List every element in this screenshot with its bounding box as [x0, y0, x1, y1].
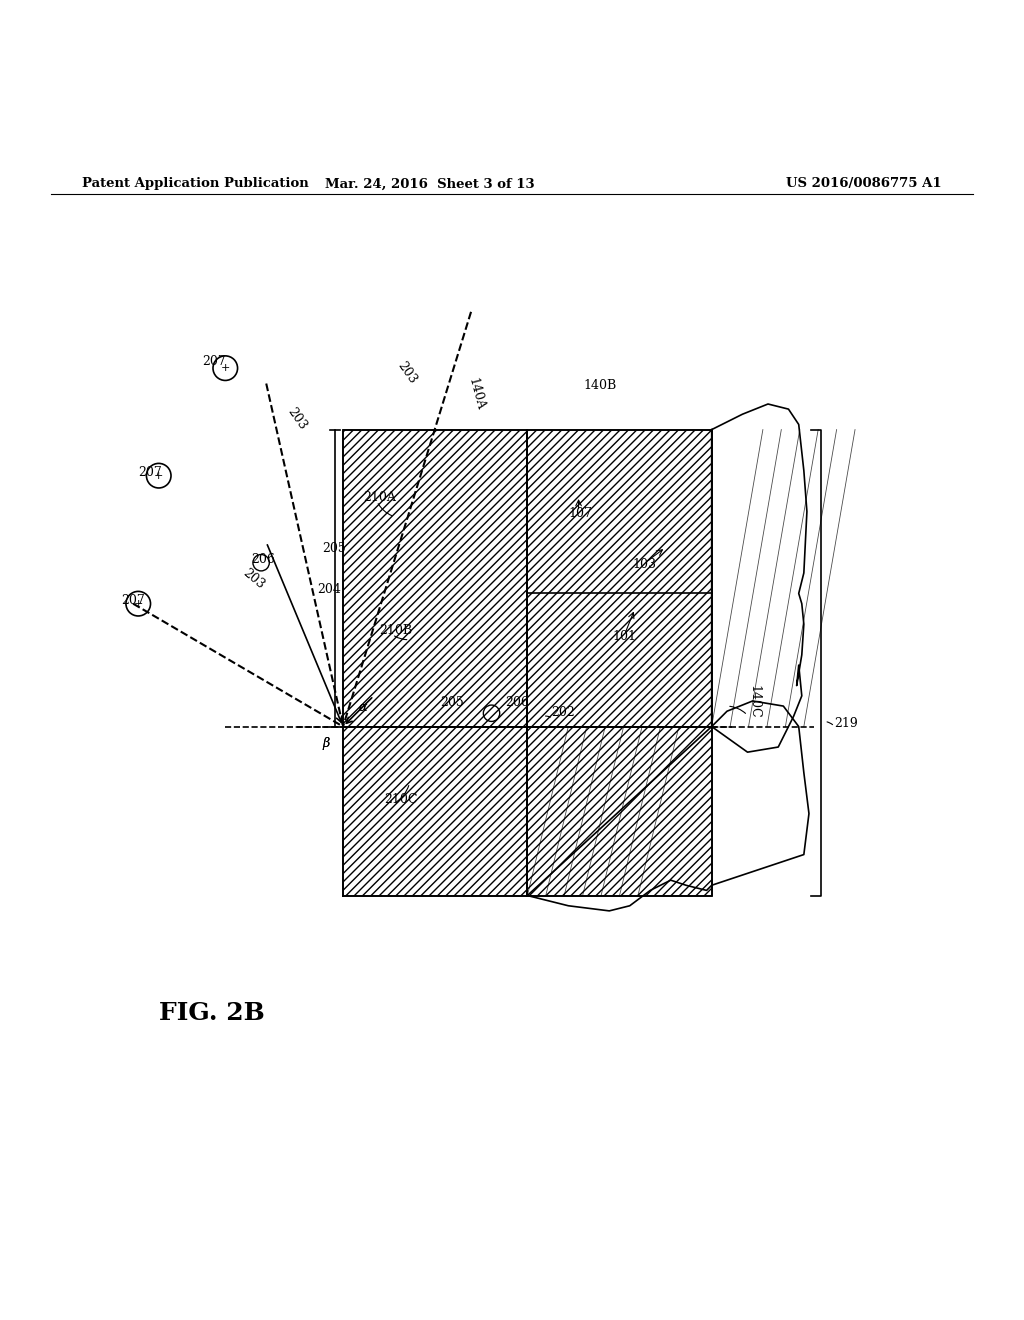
Text: +: +	[133, 599, 143, 609]
Text: +: +	[154, 471, 164, 480]
Text: 207: 207	[138, 466, 162, 479]
Text: 207: 207	[202, 355, 225, 368]
Text: 140B: 140B	[584, 379, 616, 392]
Text: 205: 205	[440, 696, 464, 709]
Text: 204: 204	[317, 583, 341, 597]
Text: 207: 207	[121, 594, 144, 607]
Text: Mar. 24, 2016  Sheet 3 of 13: Mar. 24, 2016 Sheet 3 of 13	[326, 177, 535, 190]
Text: 203: 203	[394, 359, 419, 387]
Text: +: +	[220, 363, 230, 374]
Text: α: α	[358, 701, 367, 714]
Text: 210C: 210C	[384, 793, 418, 807]
Text: 203: 203	[285, 405, 309, 433]
Text: 103: 103	[633, 558, 656, 570]
Text: FIG. 2B: FIG. 2B	[159, 1002, 264, 1026]
Text: Patent Application Publication: Patent Application Publication	[82, 177, 308, 190]
Text: β: β	[323, 737, 330, 750]
Text: 206: 206	[251, 553, 274, 566]
Text: 101: 101	[612, 630, 636, 643]
Text: 203: 203	[241, 566, 267, 591]
Text: β: β	[323, 737, 330, 750]
Text: 210B: 210B	[379, 624, 412, 638]
Text: 219: 219	[835, 717, 858, 730]
Text: 140A: 140A	[466, 378, 487, 412]
Text: 140C: 140C	[748, 685, 761, 718]
Text: US 2016/0086775 A1: US 2016/0086775 A1	[786, 177, 942, 190]
Text: 205: 205	[323, 543, 346, 556]
Text: 107: 107	[568, 507, 592, 520]
Text: 206: 206	[505, 696, 528, 709]
Text: α: α	[358, 701, 367, 714]
Text: 210A: 210A	[364, 491, 396, 504]
Text: 202: 202	[551, 706, 574, 719]
